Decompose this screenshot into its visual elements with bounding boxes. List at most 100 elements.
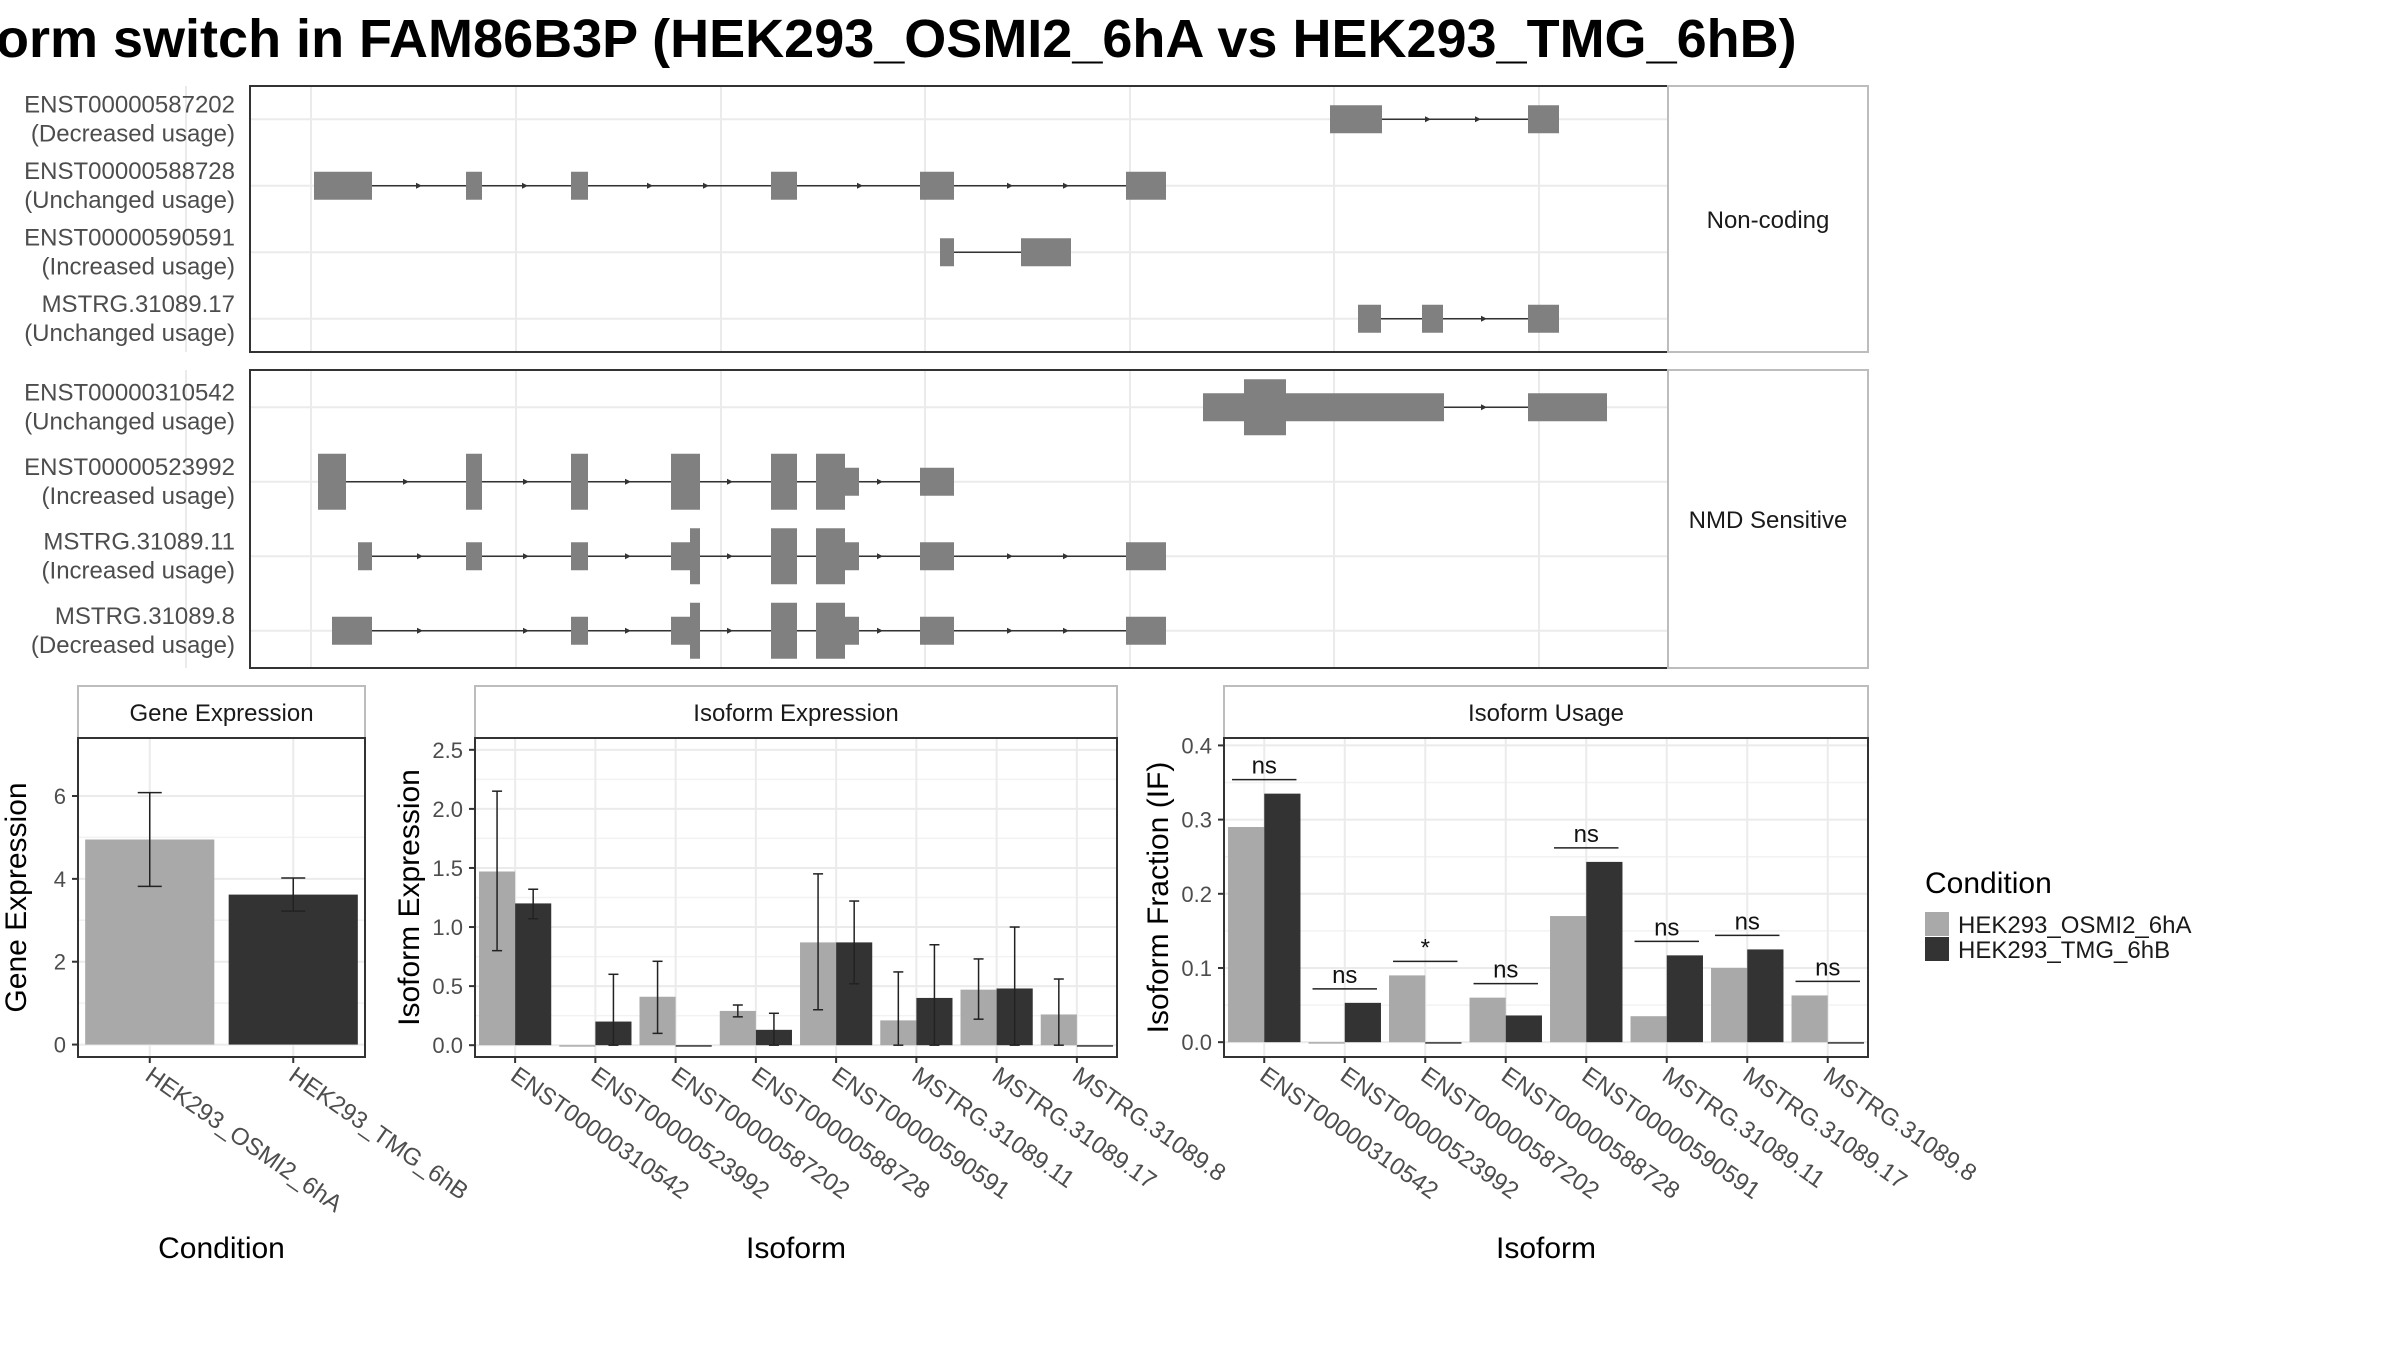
strand-arrow [1475, 116, 1481, 123]
bar [1630, 1016, 1667, 1043]
y-tick-label: 4 [54, 867, 66, 892]
utr-exon [1126, 171, 1166, 200]
strand-arrow [1007, 553, 1013, 560]
legend-swatch-b [1925, 937, 1949, 961]
legend-title: Condition [1925, 867, 2052, 900]
transcript-usage-label: (Unchanged usage) [24, 408, 235, 435]
transcript-id-label: ENST00000523992 [24, 454, 235, 481]
chart-title: Isoform Expression [693, 700, 898, 727]
cds-exon [318, 453, 346, 510]
utr-exon [466, 171, 482, 200]
transcript-id-label: ENST00000310542 [24, 379, 235, 406]
cds-exon [671, 453, 700, 510]
utr-exon [1528, 304, 1559, 333]
y-tick-label: 2.0 [432, 797, 463, 822]
strand-arrow [625, 553, 631, 560]
chart-title: Isoform Usage [1468, 700, 1624, 727]
y-tick-label: 1.0 [432, 915, 463, 940]
utr-exon [466, 542, 482, 571]
bar [1711, 967, 1748, 1043]
chart-title: Gene Expression [129, 700, 313, 727]
utr-exon [771, 171, 797, 200]
strand-arrow [417, 553, 423, 560]
cds-exon [571, 453, 588, 510]
x-axis-title: Isoform [1496, 1232, 1596, 1265]
utr-exon [1126, 542, 1166, 571]
utr-exon [671, 542, 690, 571]
legend-swatch-a [1925, 912, 1949, 936]
condition-legend: Condition HEK293_OSMI2_6hA HEK293_TMG_6h… [1925, 867, 2191, 964]
y-tick-label: 2 [54, 950, 66, 975]
transcript-usage-label: (Increased usage) [42, 483, 235, 510]
utr-exon [1528, 105, 1559, 134]
transcript-id-label: ENST00000587202 [24, 91, 235, 118]
strand-arrow [523, 478, 529, 485]
utr-exon [1203, 393, 1244, 422]
utr-exon [1126, 616, 1166, 645]
utr-exon [845, 542, 859, 571]
strand-arrow [1063, 627, 1069, 634]
structure-panel-1: ENST00000310542(Unchanged usage) ENST0000… [24, 369, 1869, 669]
facet-strip [1667, 85, 1869, 353]
panel-border [1223, 737, 1869, 1058]
utr-exon [1358, 304, 1381, 333]
utr-exon [358, 542, 372, 571]
transcript-id-label: MSTRG.31089.17 [42, 291, 235, 318]
panel-border [474, 737, 1118, 1058]
utr-exon [920, 542, 954, 571]
strand-arrow [857, 182, 863, 189]
cds-exon [690, 602, 700, 659]
significance-label: ns [1815, 954, 1840, 981]
utr-exon [920, 171, 954, 200]
cds-exon [771, 528, 797, 585]
transcript-id-label: ENST00000588728 [24, 158, 235, 185]
bar [228, 894, 358, 1045]
strand-arrow [1007, 627, 1013, 634]
utr-exon [920, 467, 954, 496]
y-tick-label: 1.5 [432, 856, 463, 881]
strand-arrow [877, 478, 883, 485]
utr-exon [845, 616, 859, 645]
utr-exon [1330, 105, 1382, 134]
bar [1666, 955, 1703, 1043]
y-tick-label: 6 [54, 784, 66, 809]
bar [1469, 997, 1506, 1043]
panel-background [250, 370, 1668, 668]
utr-exon [845, 467, 859, 496]
cds-exon [816, 528, 845, 585]
bar [1425, 1042, 1462, 1044]
strand-arrow [1063, 182, 1069, 189]
transcript-id-label: MSTRG.31089.11 [43, 528, 235, 555]
transcript-id-label: MSTRG.31089.8 [55, 603, 235, 630]
figure-title: Isoform switch in FAM86B3P (HEK293_OSMI2… [0, 9, 1797, 69]
utr-exon [332, 616, 372, 645]
legend-label-a: HEK293_OSMI2_6hA [1958, 912, 2191, 939]
bar [1344, 1002, 1381, 1043]
strand-arrow [727, 553, 733, 560]
strand-arrow [727, 627, 733, 634]
x-axis-title: Condition [158, 1232, 285, 1265]
strand-arrow [523, 627, 529, 634]
strand-arrow [523, 553, 529, 560]
strand-arrow [877, 627, 883, 634]
cds-exon [771, 602, 797, 659]
cds-exon [771, 453, 797, 510]
y-tick-label: 0.0 [1181, 1030, 1212, 1055]
utr-exon [314, 171, 372, 200]
cds-exon [816, 453, 845, 510]
bar [515, 903, 552, 1046]
facet-strip-label: NMD Sensitive [1689, 507, 1848, 534]
strand-arrow [647, 182, 653, 189]
y-tick-label: 0.2 [1181, 882, 1212, 907]
strand-arrow [1481, 315, 1487, 322]
significance-label: ns [1735, 908, 1760, 935]
strand-arrow [416, 182, 422, 189]
y-tick-label: 0 [54, 1033, 66, 1058]
bar [1827, 1042, 1864, 1044]
transcript-usage-label: (Unchanged usage) [24, 320, 235, 347]
panel-background [250, 86, 1668, 352]
utr-exon [571, 171, 588, 200]
bar [675, 1045, 712, 1047]
y-tick-label: 0.1 [1181, 956, 1212, 981]
structure-panel-0: ENST00000587202(Decreased usage) ENST0000… [24, 85, 1869, 353]
